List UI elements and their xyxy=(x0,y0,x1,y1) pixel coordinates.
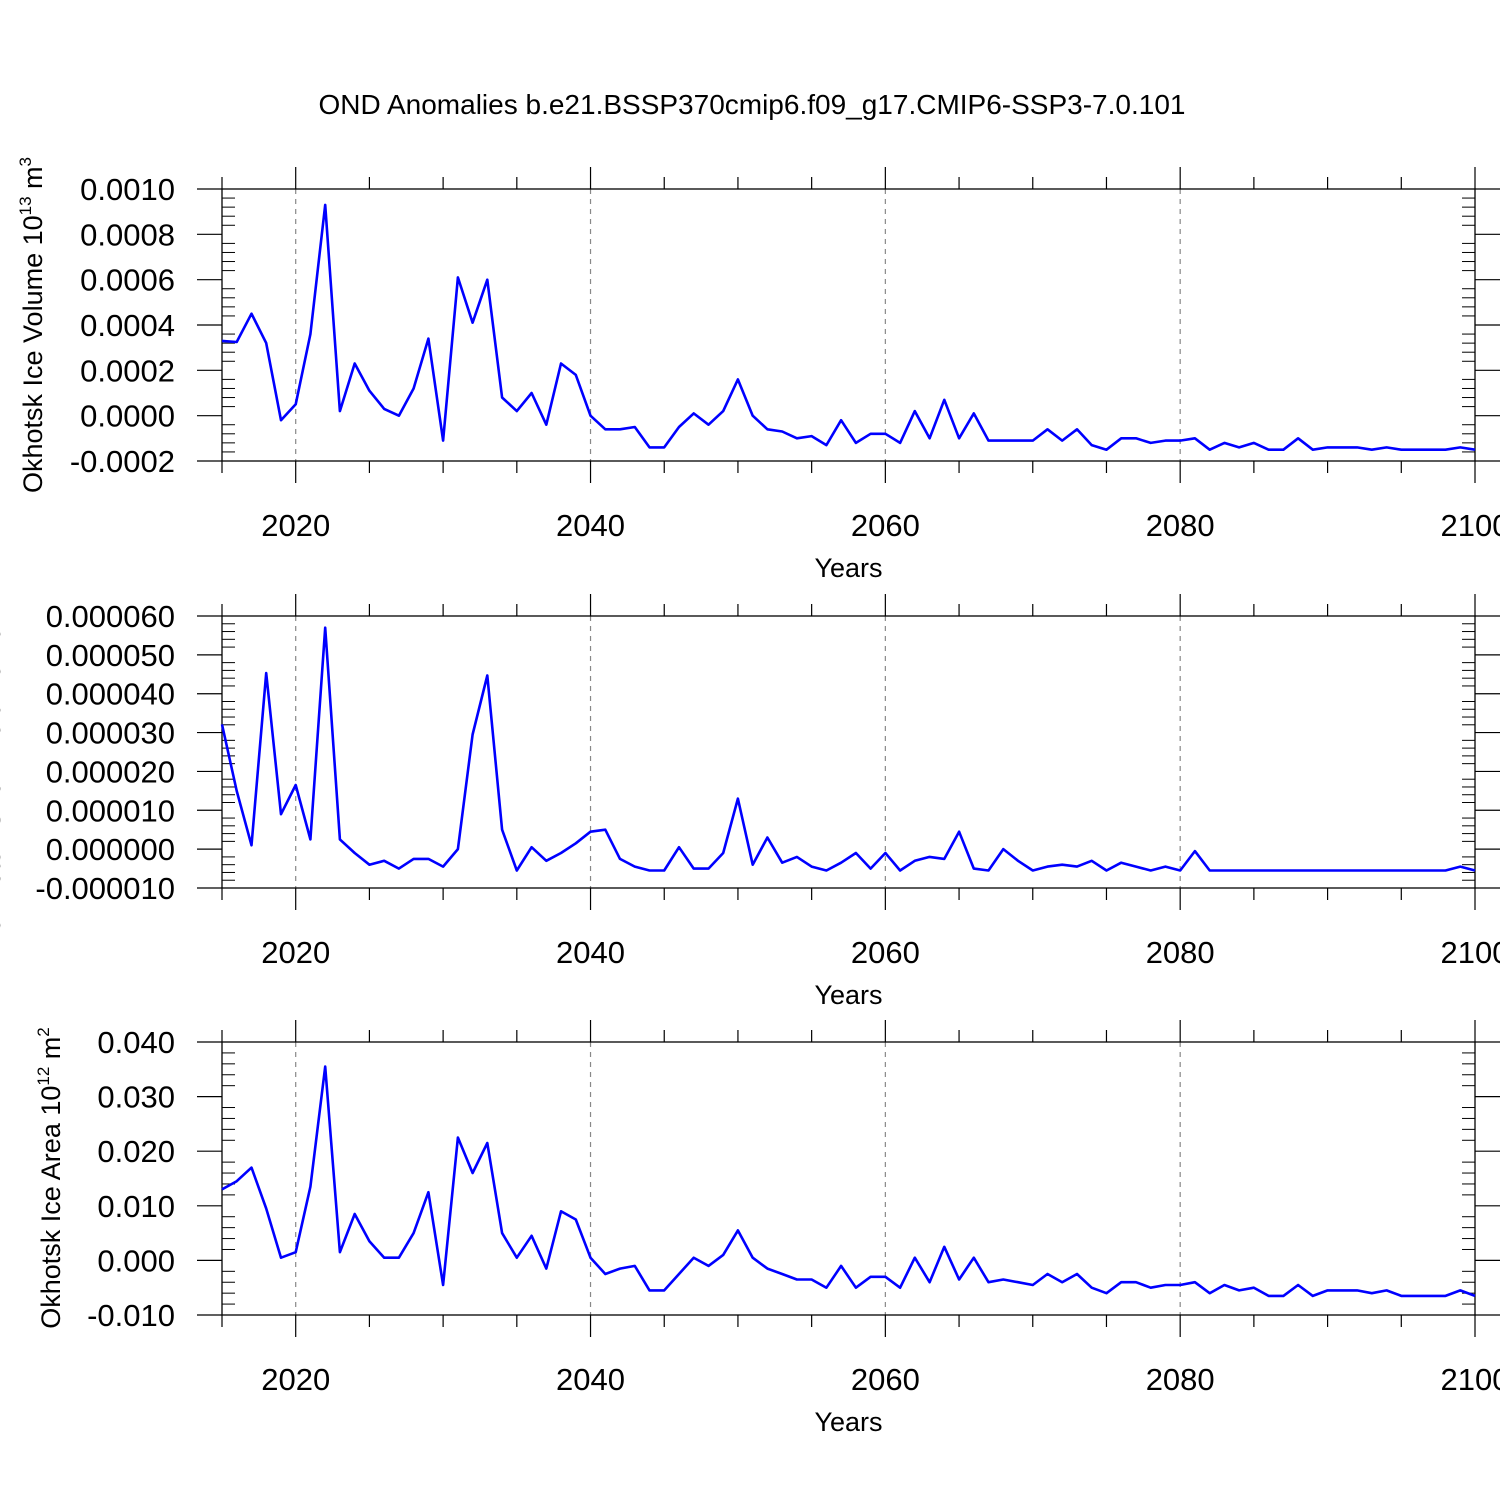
x-tick-label: 2060 xyxy=(851,935,920,970)
panel-1: -0.0002 0.0000 0.0002 0.0004 0.0006 0.0008 0.0… xyxy=(16,157,1500,583)
panel-3: -0.010 0.000 0.010 0.020 0.030 0.040 2020 2040 2… xyxy=(34,1020,1500,1437)
series-line xyxy=(220,626,1476,872)
y-tick-label: 0.0006 xyxy=(80,263,175,298)
x-tick-label: 2100 xyxy=(1441,508,1500,543)
x-tick-label: 2100 xyxy=(1441,935,1500,970)
x-tick-label: 2040 xyxy=(556,1362,625,1397)
y-tick-label: 0.000040 xyxy=(46,677,175,712)
panel-2: -0.000010 0.000000 0.000010 0.0000200.00003… xyxy=(0,568,1500,1010)
x-tick-label: 2020 xyxy=(261,1362,330,1397)
x-tick-label: 2080 xyxy=(1146,1362,1215,1397)
x-tick-label: 2020 xyxy=(261,935,330,970)
chart-title: OND Anomalies b.e21.BSSP370cmip6.f09_g17… xyxy=(319,89,1186,120)
y-tick-label: 0.0008 xyxy=(80,217,175,252)
y-tick-label: 0.0000 xyxy=(80,399,175,434)
y-tick-label: 0.030 xyxy=(97,1080,175,1115)
series-line xyxy=(221,203,1476,452)
x-tick-label: 2100 xyxy=(1441,1362,1500,1397)
y-tick-label: 0.010 xyxy=(97,1189,175,1224)
y-axis-label: Okhotsk Ice Volume 1013 m3 xyxy=(16,157,48,493)
x-tick-label: 2040 xyxy=(556,935,625,970)
x-axis-label: Years xyxy=(814,553,882,583)
y-tick-label: 0.040 xyxy=(97,1025,175,1060)
x-tick-label: 2060 xyxy=(851,508,920,543)
x-tick-label: 2020 xyxy=(261,508,330,543)
y-tick-label: 0.000010 xyxy=(46,793,175,828)
y-tick-label: 0.000 xyxy=(97,1243,175,1278)
series-line xyxy=(221,1065,1476,1298)
x-tick-label: 2080 xyxy=(1146,508,1215,543)
y-axis-label: Okhotsk Snow Volume 1013 m3 xyxy=(0,568,6,936)
y-tick-label: 0.020 xyxy=(97,1134,175,1169)
y-tick-label: 0.000030 xyxy=(46,716,175,751)
y-tick-label: 0.000060 xyxy=(46,599,175,634)
y-tick-label: -0.000010 xyxy=(35,871,175,906)
plot-frame xyxy=(221,188,1476,462)
y-tick-label: 0.000050 xyxy=(46,638,175,673)
x-tick-label: 2060 xyxy=(851,1362,920,1397)
y-tick-label: 0.000020 xyxy=(46,754,175,789)
y-axis-label: Okhotsk Ice Area 1012 m2 xyxy=(34,1027,66,1329)
plot-frame xyxy=(221,1041,1476,1316)
y-tick-label: -0.010 xyxy=(87,1298,175,1333)
x-axis-label: Years xyxy=(814,1407,882,1437)
plot-frame xyxy=(221,615,1476,889)
y-tick-label: 0.0002 xyxy=(80,353,175,388)
y-tick-label: 0.000000 xyxy=(46,832,175,867)
x-axis-label: Years xyxy=(814,980,882,1010)
x-tick-label: 2040 xyxy=(556,508,625,543)
y-tick-label: 0.0004 xyxy=(80,308,175,343)
x-tick-label: 2080 xyxy=(1146,935,1215,970)
y-tick-label: 0.0010 xyxy=(80,172,175,207)
y-tick-label: -0.0002 xyxy=(70,444,175,479)
